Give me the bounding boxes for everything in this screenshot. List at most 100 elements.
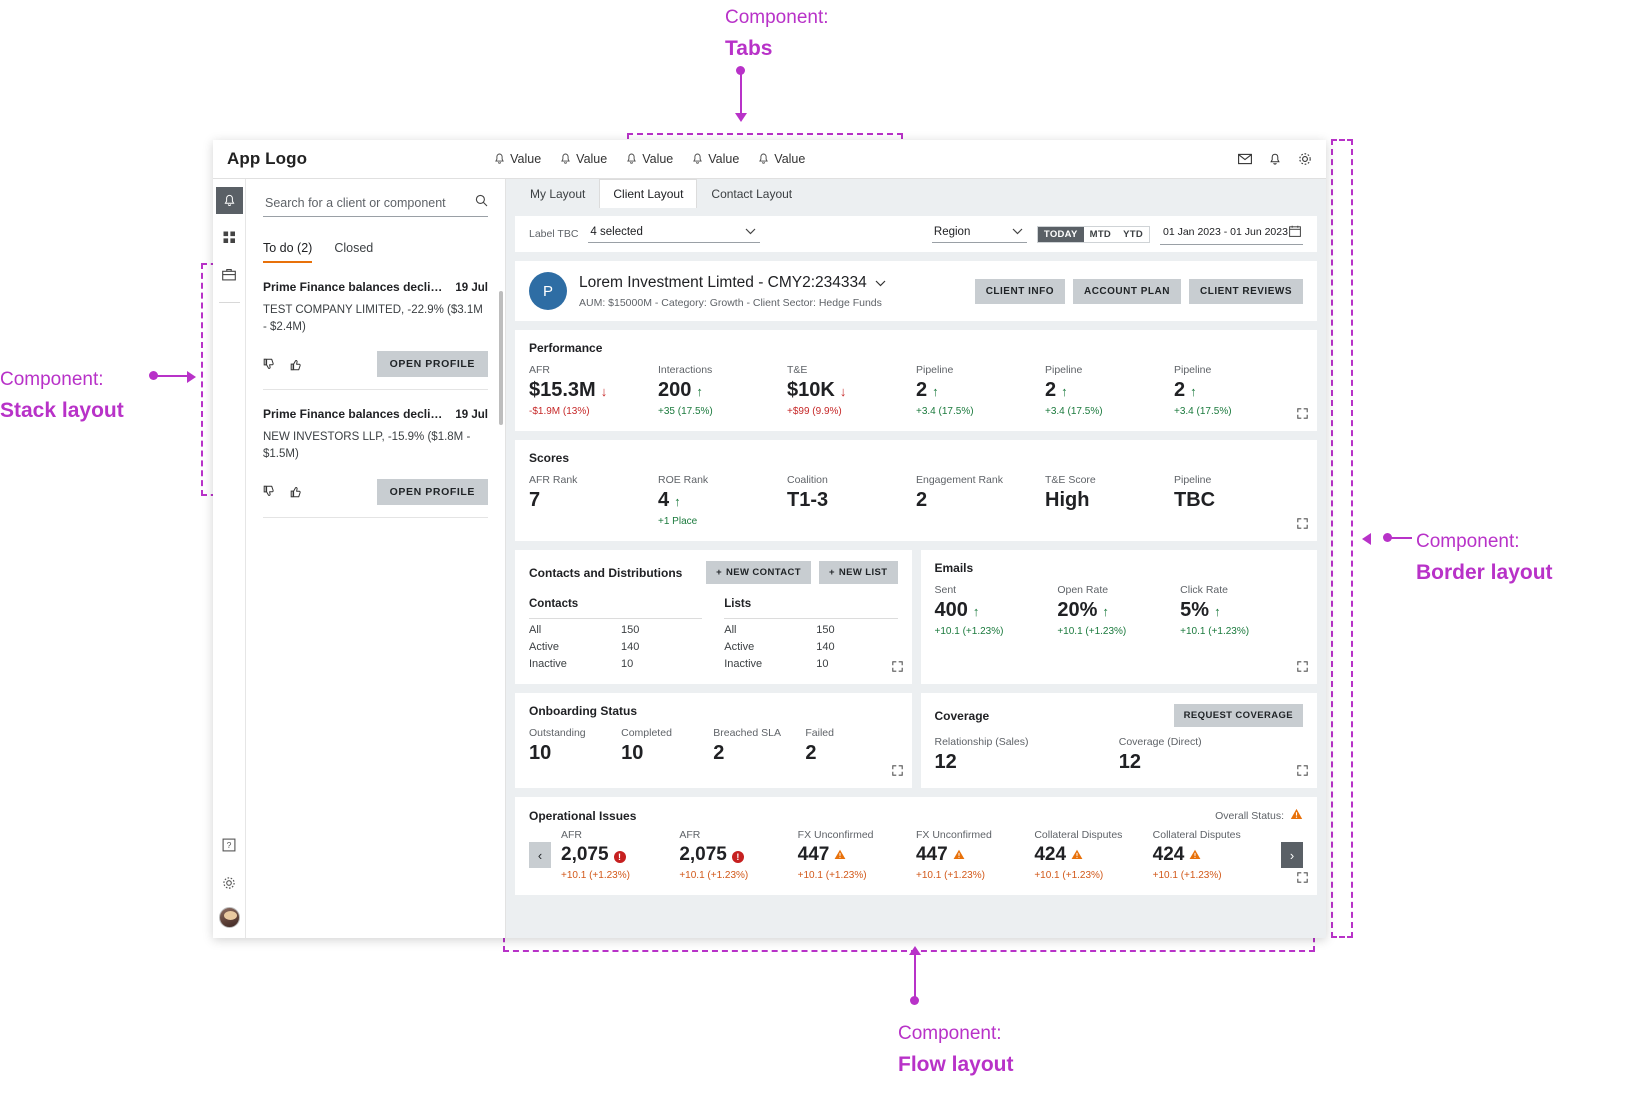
tab-client-layout[interactable]: Client Layout [599,179,698,208]
expand-icon[interactable] [891,659,903,677]
row-value: 150 [816,624,835,636]
avatar[interactable] [218,907,240,928]
search-input[interactable] [263,193,488,217]
top-nav: Value Value Value Value Value [494,152,805,166]
date-range-picker[interactable]: 01 Jan 2023 - 01 Jun 2023 [1160,224,1303,245]
topnav-value-1[interactable]: Value [560,152,607,166]
bell-icon[interactable] [1269,153,1281,166]
lists-column: Lists All 150 Active 140 Inactive 10 [724,598,898,670]
metric-label: Collateral Disputes [1034,829,1123,841]
metric-delta: +1 Place [658,516,698,527]
trend-up-icon: ↑ [696,384,703,399]
metric-value-row: 10 [621,742,713,765]
notif-card-header: Prime Finance balances declined... 19 Ju… [263,280,488,294]
metric-label: T&E Score [1045,474,1096,486]
metric-roe-rank: ROE Rank 4 ↑ +1 Place [658,474,787,527]
scores-card: Scores AFR Rank 7 ROE Rank 4 ↑ +1 Place [515,440,1317,541]
metric-open-rate: Open Rate 20% ↑ +10.1 (+1.23%) [1057,584,1180,637]
expand-icon[interactable] [1297,659,1308,677]
search-icon[interactable] [475,194,488,212]
new-contact-button[interactable]: + NEW CONTACT [706,561,811,584]
metric-value: TBC [1174,489,1216,511]
topnav-value-2[interactable]: Value [626,152,673,166]
rail-item-notifications[interactable] [215,187,243,214]
tab-my-layout[interactable]: My Layout [530,187,586,201]
calendar-icon[interactable] [1289,225,1301,240]
multiselect-dropdown[interactable]: 4 selected [588,225,761,243]
metric-label: Pipeline [1174,364,1212,376]
scrollbar[interactable] [499,291,503,425]
expand-icon[interactable] [1297,870,1308,888]
row-key: All [724,624,737,636]
period-mtd[interactable]: MTD [1089,228,1112,240]
notifications-panel: To do (2) Closed Prime Finance balances … [246,179,506,938]
mail-icon[interactable] [1238,153,1252,165]
warning-triangle-icon [1189,844,1201,866]
rail-item-briefcase[interactable] [216,261,243,288]
client-subtitle: AUM: $15000M - Category: Growth - Client… [579,296,882,309]
new-list-button[interactable]: + NEW LIST [818,561,898,584]
metric-delta: +10.1 (+1.23%) [1180,626,1250,637]
metric-pipeline-score: Pipeline TBC [1174,474,1303,527]
chevron-down-icon[interactable] [875,274,886,292]
metric-value-row: 2 ↑ [916,379,1045,402]
expand-icon[interactable] [1297,763,1308,781]
client-reviews-button[interactable]: CLIENT REVIEWS [1188,278,1303,304]
metric-value-row: 2 [916,489,1045,512]
app-window: App Logo Value Value Value Value [213,140,1326,938]
annotation-dot [910,996,919,1005]
rail-item-settings[interactable] [216,869,243,896]
column-header: Contacts [529,598,703,619]
gear-icon[interactable] [1298,152,1312,166]
onboarding-coverage-row: Onboarding Status Outstanding 10 Complet… [515,693,1317,788]
expand-icon[interactable] [891,763,903,781]
topnav-value-4[interactable]: Value [758,152,805,166]
expand-icon[interactable] [1297,406,1308,424]
annotation-label: Component: [898,1023,1002,1044]
expand-icon[interactable] [1297,516,1308,534]
client-name-row[interactable]: Lorem Investment Limted - CMY2:234334 [579,274,886,292]
carousel-next-button[interactable]: › [1281,842,1303,868]
metric-value: 400 [934,599,968,621]
account-plan-button[interactable]: ACCOUNT PLAN [1072,278,1181,304]
metric-value-row: 5% ↑ [1180,599,1303,622]
notif-tab-closed[interactable]: Closed [334,241,374,255]
topnav-value-3[interactable]: Value [692,152,739,166]
rail-item-help[interactable]: ? [216,831,243,858]
rail-item-grid[interactable] [216,224,243,251]
open-profile-button[interactable]: OPEN PROFILE [376,351,488,378]
metric-value: 12 [934,751,957,773]
thumbs-up-icon[interactable] [290,485,303,498]
annotation-value: Border layout [1416,560,1553,584]
open-profile-button[interactable]: OPEN PROFILE [376,478,488,505]
notif-tab-todo[interactable]: To do (2) [263,241,313,263]
region-dropdown[interactable]: Region [931,225,1027,243]
tab-contact-layout[interactable]: Contact Layout [711,187,793,201]
thumbs-down-icon[interactable] [263,485,276,498]
bell-icon [758,153,769,165]
metric-value: 424 [1034,844,1067,865]
chevron-down-icon [745,226,756,238]
bell-icon [494,153,505,165]
annotation-connector [740,70,742,114]
row-key: Inactive [724,658,763,670]
thumbs-down-icon[interactable] [263,358,276,371]
metric-pipeline-3: Pipeline 2 ↑ +3.4 (17.5%) [1174,364,1303,417]
metric-label: Outstanding [529,727,586,739]
list-item[interactable]: Prime Finance balances declined... 19 Ju… [263,263,488,391]
contacts-lists: Contacts All 150 Active 140 Inactive 10 Lis… [529,598,898,670]
metric-label: Collateral Disputes [1152,829,1241,841]
period-today[interactable]: TODAY [1037,226,1084,242]
error-icon: ! [731,851,744,863]
client-info-button[interactable]: CLIENT INFO [974,278,1065,304]
metric-value: 2,075 [679,844,727,865]
period-ytd[interactable]: YTD [1123,228,1143,240]
request-coverage-button[interactable]: REQUEST COVERAGE [1173,704,1303,727]
thumbs-up-icon[interactable] [290,358,303,371]
metric-value-row: 447 [916,844,1034,866]
notif-description: TEST COMPANY LIMITED, -22.9% ($3.1M - $2… [263,304,483,333]
carousel-prev-button[interactable]: ‹ [529,842,551,868]
list-item[interactable]: Prime Finance balances declined... 19 Ju… [263,390,488,518]
annotation-arrow [909,946,921,955]
topnav-value-0[interactable]: Value [494,152,541,166]
